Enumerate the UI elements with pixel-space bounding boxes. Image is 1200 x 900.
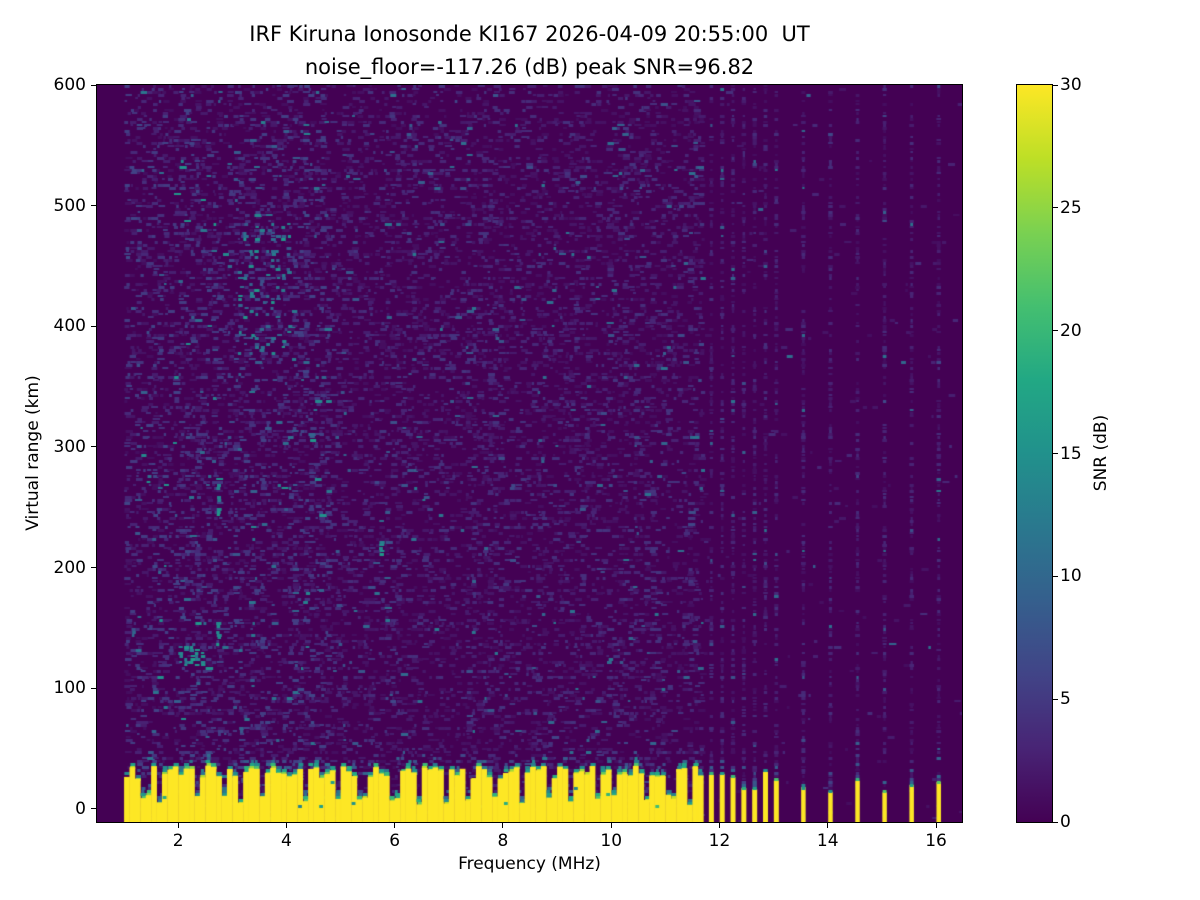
x-tick-mark <box>285 823 287 828</box>
colorbar-tick-mark <box>1053 698 1058 700</box>
colorbar-tick-label: 25 <box>1060 197 1082 218</box>
chart-title-line2: noise_floor=-117.26 (dB) peak SNR=96.82 <box>304 55 755 79</box>
x-axis-label: Frequency (MHz) <box>458 854 601 874</box>
x-tick-label: 4 <box>281 831 292 851</box>
y-tick-label: 600 <box>53 75 86 95</box>
colorbar-tick-mark <box>1053 84 1058 86</box>
heatmap-canvas <box>97 85 962 822</box>
x-tick-mark <box>718 823 720 828</box>
x-tick-label: 10 <box>600 831 623 851</box>
y-tick-label: 300 <box>53 436 86 457</box>
chart-title: IRF Kiruna Ionosonde KI167 2026-04-09 20… <box>96 18 963 84</box>
y-tick-label: 200 <box>53 557 86 578</box>
x-tick-mark <box>827 823 829 828</box>
x-tick-label: 2 <box>172 831 184 851</box>
y-tick-label: 0 <box>75 798 86 819</box>
x-tick-mark <box>610 823 612 828</box>
x-tick-mark <box>177 823 179 828</box>
x-tick-mark <box>394 823 396 828</box>
x-tick-label: 6 <box>389 831 401 851</box>
colorbar-tick-mark <box>1053 821 1058 823</box>
colorbar-tick-label: 5 <box>1060 689 1071 710</box>
colorbar-tick-label: 30 <box>1060 75 1082 95</box>
colorbar-tick-label: 20 <box>1060 320 1082 341</box>
y-tick-mark <box>91 446 96 448</box>
x-tick-mark <box>502 823 504 828</box>
plot-area <box>96 84 963 823</box>
y-tick-mark <box>91 205 96 207</box>
x-tick-label: 14 <box>816 831 839 851</box>
y-tick-label: 500 <box>53 195 86 216</box>
x-tick-mark <box>935 823 937 828</box>
colorbar-tick-label: 10 <box>1060 566 1082 587</box>
colorbar-gradient <box>1016 84 1053 823</box>
colorbar-tick-mark <box>1053 330 1058 332</box>
x-tick-label: 12 <box>708 831 731 851</box>
colorbar-tick-label: 0 <box>1060 812 1071 832</box>
y-tick-mark <box>91 687 96 689</box>
y-tick-mark <box>91 567 96 569</box>
colorbar-tick-label: 15 <box>1060 443 1082 464</box>
x-tick-label: 16 <box>925 831 947 851</box>
y-tick-mark <box>91 84 96 86</box>
chart-title-line1: IRF Kiruna Ionosonde KI167 2026-04-09 20… <box>249 22 810 46</box>
y-tick-mark <box>91 325 96 327</box>
y-tick-label: 100 <box>53 678 86 699</box>
x-tick-label: 8 <box>497 831 509 851</box>
colorbar-tick-mark <box>1053 575 1058 577</box>
y-tick-label: 400 <box>53 316 86 337</box>
colorbar-tick-mark <box>1053 207 1058 209</box>
y-tick-mark <box>91 808 96 810</box>
colorbar-tick-mark <box>1053 453 1058 454</box>
